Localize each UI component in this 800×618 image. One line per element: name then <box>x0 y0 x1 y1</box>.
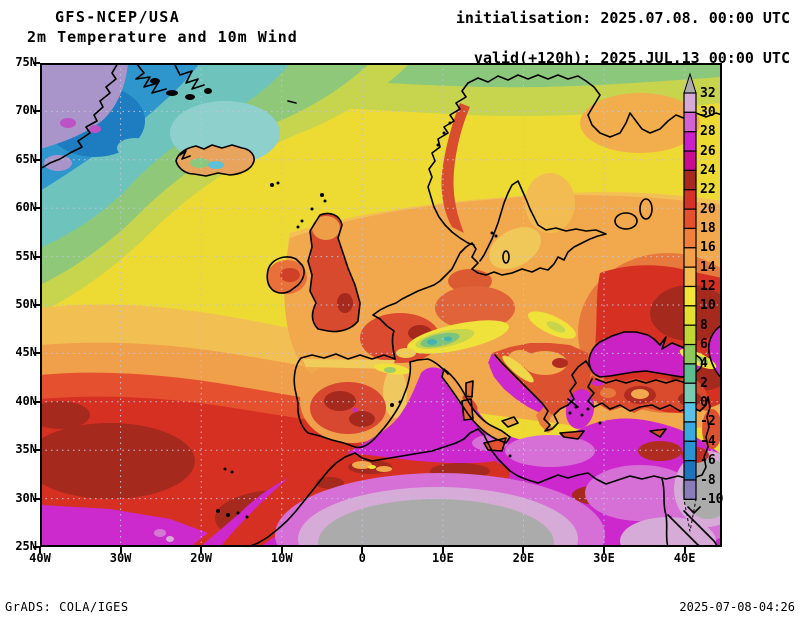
colorbar-segment <box>683 169 697 191</box>
lat-label: 75N <box>15 55 37 69</box>
initialisation-time: initialisation: 2025.07.08. 00:00 UTC <box>455 9 790 27</box>
colorbar-segment <box>683 402 697 423</box>
lat-tick <box>33 400 40 403</box>
lon-label: 0 <box>358 551 366 565</box>
colorbar-segment <box>683 382 697 404</box>
lon-label: 10E <box>432 551 454 565</box>
lon-label: 20E <box>512 551 535 565</box>
colorbar-tick-label: -4 <box>700 433 716 449</box>
lon-label: 40W <box>29 551 51 565</box>
colorbar-tick-label: 26 <box>700 143 716 159</box>
graticule <box>40 63 722 547</box>
colorbar-below-min-triangle <box>683 498 697 532</box>
grads-credit: GrADS: COLA/IGES <box>5 600 129 614</box>
lat-label: 60N <box>15 200 37 215</box>
colorbar-tick-label: -8 <box>700 472 716 488</box>
model-title: GFS-NCEP/USA <box>55 8 181 26</box>
colorbar-tick-label: 14 <box>700 259 716 275</box>
product-title: 2m Temperature and 10m Wind <box>27 28 298 46</box>
lon-tick <box>522 547 525 553</box>
lon-label: 30W <box>109 551 132 565</box>
colorbar-segment <box>683 92 697 113</box>
colorbar-tick-label: -10 <box>700 491 724 507</box>
colorbar-segment <box>683 343 697 365</box>
colorbar-tick-label: 8 <box>700 317 708 333</box>
lat-tick <box>33 207 40 210</box>
generation-timestamp: 2025-07-08-04:26 <box>679 600 795 614</box>
colorbar-segment <box>683 111 697 133</box>
lon-label: 10W <box>270 551 293 565</box>
colorbar-segment <box>683 460 697 481</box>
lon-label: 30E <box>593 551 615 565</box>
colorbar-segment <box>683 227 697 249</box>
colorbar-tick-label: 24 <box>700 162 716 178</box>
valid-time: valid(+120h): 2025.JUL.13 00:00 UTC <box>473 49 790 67</box>
colorbar-segment <box>683 131 697 152</box>
lon-tick <box>683 547 686 553</box>
lon-tick <box>119 547 122 553</box>
colorbar-segment <box>683 363 697 384</box>
lat-tick <box>33 304 40 306</box>
colorbar-tick-label: -6 <box>700 453 716 469</box>
lat-label: 70N <box>15 103 37 118</box>
colorbar-tick-label: 6 <box>700 337 708 353</box>
colorbar-tick-label: 18 <box>700 220 716 236</box>
map-border <box>40 63 722 547</box>
colorbar-tick-label: 16 <box>700 240 716 256</box>
lon-label: 20W <box>190 551 212 565</box>
mountain-cold-spots <box>374 311 717 383</box>
colorbar-segment <box>683 440 697 462</box>
lat-tick <box>33 497 40 500</box>
lon-tick <box>441 547 444 553</box>
lat-tick <box>33 158 40 161</box>
lat-tick <box>33 110 40 113</box>
lon-tick <box>200 547 203 553</box>
colorbar-tick-label: 20 <box>700 201 716 217</box>
colorbar-segment <box>683 305 697 326</box>
temperature-field <box>40 63 722 547</box>
colorbar-tick-label: 10 <box>700 298 716 314</box>
lat-tick <box>33 449 40 452</box>
lat-tick <box>33 62 40 64</box>
colorbar-tick-label: 12 <box>700 279 716 294</box>
lat-tick <box>33 546 40 548</box>
lat-tick <box>33 255 40 258</box>
lon-label: 40E <box>673 551 696 565</box>
colorbar-segment <box>683 247 697 268</box>
lat-tick <box>33 352 40 355</box>
colorbar-tick-label: 28 <box>700 124 716 140</box>
colorbar-segment <box>683 421 697 442</box>
lat-label: 40N <box>15 393 37 408</box>
colorbar-tick-label: 22 <box>700 182 716 198</box>
lon-tick <box>280 547 283 553</box>
lon-tick <box>603 547 606 553</box>
colorbar-segment <box>683 479 697 500</box>
lat-label: 25N <box>15 539 37 553</box>
lon-tick <box>361 547 364 553</box>
lat-label: 65N <box>15 151 37 166</box>
colorbar-tick-label: 32 <box>700 85 716 101</box>
colorbar-segment <box>683 266 697 288</box>
colorbar-segment <box>683 285 697 307</box>
coastlines <box>40 63 722 547</box>
temperature-map <box>40 63 722 547</box>
lat-label: 35N <box>15 442 37 457</box>
lat-label: 45N <box>15 345 37 360</box>
lat-label: 55N <box>15 248 37 263</box>
run-info: initialisation: 2025.07.08. 00:00 UTC va… <box>456 8 790 68</box>
colorbar-segment <box>683 189 697 210</box>
lat-label: 30N <box>15 490 37 505</box>
lon-tick <box>39 547 41 553</box>
colorbar-tick-label: -2 <box>700 414 716 430</box>
colorbar-segment <box>683 324 697 346</box>
colorbar-swatches <box>683 72 697 532</box>
colorbar-tick-label: 2 <box>700 375 708 391</box>
colorbar-tick-label: 4 <box>700 356 708 372</box>
lat-label: 50N <box>15 297 37 311</box>
colorbar-tick-label: 30 <box>700 104 716 120</box>
colorbar-segment <box>683 208 697 230</box>
colorbar-segment <box>683 150 697 172</box>
colorbar-tick-label: 0 <box>700 395 708 411</box>
